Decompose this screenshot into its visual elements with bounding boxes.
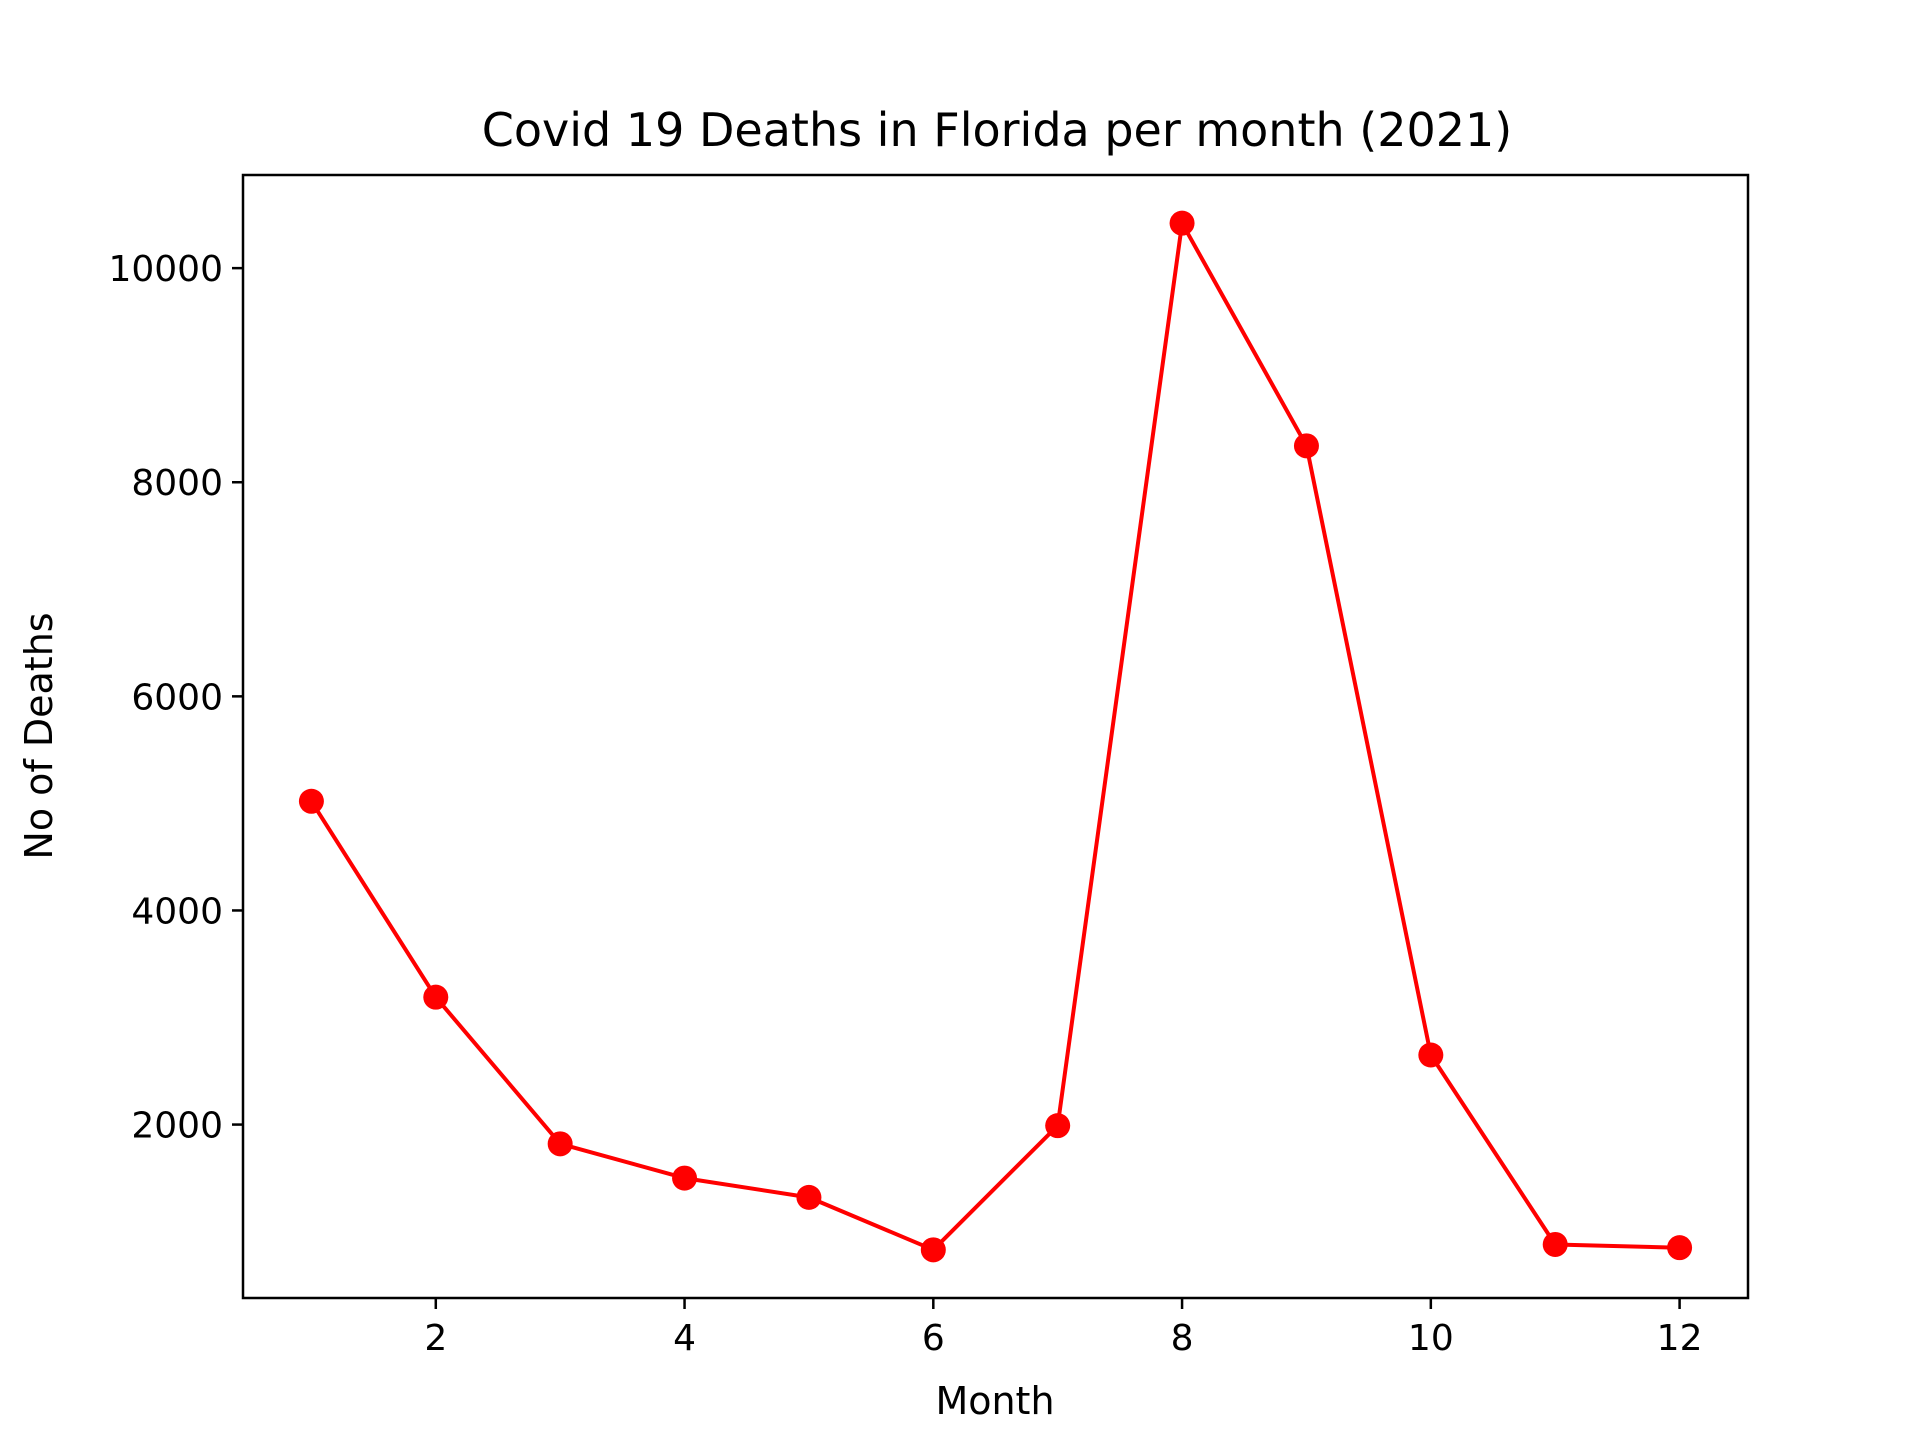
y-tick-label: 2000	[131, 1106, 223, 1147]
data-point	[547, 1131, 573, 1157]
y-tick-label: 4000	[131, 891, 223, 932]
x-tick-label: 2	[424, 1318, 447, 1359]
data-point	[920, 1237, 946, 1263]
data-point	[796, 1184, 822, 1210]
x-tick-label: 6	[922, 1318, 945, 1359]
series-line	[309, 221, 1680, 1252]
data-point	[1542, 1231, 1568, 1257]
x-tick-label: 8	[1171, 1318, 1194, 1359]
data-point	[423, 984, 449, 1010]
data-point	[1418, 1042, 1444, 1068]
x-axis-label: Month	[935, 1379, 1054, 1423]
data-point	[1169, 210, 1195, 236]
y-tick-label: 6000	[131, 677, 223, 718]
x-tick-label: 10	[1408, 1318, 1454, 1359]
y-tick-label: 10000	[108, 249, 223, 290]
data-point	[1045, 1113, 1071, 1139]
x-tick-label: 4	[673, 1318, 696, 1359]
data-point	[1293, 433, 1319, 459]
y-axis: 2000 4000 6000 8000 10000	[108, 249, 243, 1147]
x-tick-label: 12	[1657, 1318, 1703, 1359]
data-point	[298, 788, 324, 814]
plot-frame	[241, 173, 1750, 1300]
y-tick-label: 8000	[131, 463, 223, 504]
data-point	[672, 1165, 698, 1191]
plot-series	[298, 210, 1693, 1263]
chart-title: Covid 19 Deaths in Florida per month (20…	[482, 103, 1513, 157]
data-point	[1667, 1235, 1693, 1261]
y-axis-label: No of Deaths	[17, 612, 61, 859]
x-axis: 2 4 6 8 10 12	[424, 1298, 1702, 1359]
